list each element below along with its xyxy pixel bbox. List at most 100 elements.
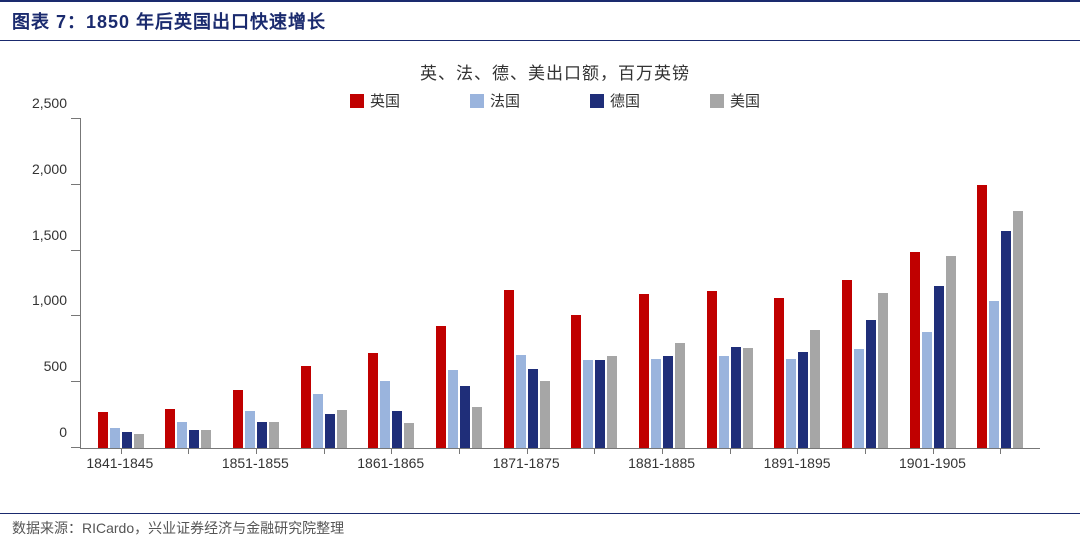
x-tick	[865, 448, 866, 454]
bar-fr	[719, 356, 729, 448]
bar-us	[607, 356, 617, 448]
chart-header-title: 图表 7：1850 年后英国出口快速增长	[12, 12, 326, 32]
bar-us	[675, 343, 685, 448]
bar-us	[540, 381, 550, 448]
bar-group	[560, 119, 628, 448]
bar-group	[763, 119, 831, 448]
bar-us	[134, 434, 144, 448]
legend-swatch	[350, 94, 364, 108]
bar-uk	[301, 366, 311, 448]
bar-uk	[368, 353, 378, 448]
bar-uk	[910, 252, 920, 448]
bar-uk	[842, 280, 852, 448]
bar-fr	[651, 359, 661, 448]
bar-de	[731, 347, 741, 448]
bar-de	[663, 356, 673, 448]
bar-fr	[245, 411, 255, 448]
y-tick-label: 500	[44, 358, 81, 374]
bar-fr	[922, 332, 932, 448]
bar-fr	[786, 359, 796, 448]
bar-fr	[854, 349, 864, 448]
legend-item-us: 美国	[710, 90, 760, 111]
bar-uk	[165, 409, 175, 448]
y-tick-label: 1,500	[32, 227, 81, 243]
x-tick	[730, 448, 731, 454]
y-tick-label: 1,000	[32, 292, 81, 308]
legend-swatch	[710, 94, 724, 108]
bar-group	[358, 119, 426, 448]
bar-group	[696, 119, 764, 448]
bar-group	[628, 119, 696, 448]
bar-de	[866, 320, 876, 448]
bar-de	[460, 386, 470, 448]
x-tick	[1000, 448, 1001, 454]
source-text: 数据来源：RICardo，兴业证券经济与金融研究院整理	[12, 520, 344, 536]
bar-de	[934, 286, 944, 448]
bar-group	[222, 119, 290, 448]
legend-label: 法国	[490, 90, 520, 111]
bar-uk	[774, 298, 784, 448]
bar-us	[472, 407, 482, 448]
x-tick	[933, 448, 934, 454]
bar-group	[155, 119, 223, 448]
x-tick	[324, 448, 325, 454]
x-tick	[121, 448, 122, 454]
bar-fr	[313, 394, 323, 448]
y-tick-label: 0	[59, 424, 81, 440]
bar-uk	[571, 315, 581, 448]
bar-us	[810, 330, 820, 448]
bar-de	[595, 360, 605, 448]
chart-area: 英、法、德、美出口额，百万英镑 英国法国德国美国 05001,0001,5002…	[0, 41, 1080, 475]
bar-fr	[110, 428, 120, 448]
legend-label: 英国	[370, 90, 400, 111]
legend-label: 德国	[610, 90, 640, 111]
legend-item-uk: 英国	[350, 90, 400, 111]
y-tick	[71, 184, 81, 185]
bar-us	[201, 430, 211, 448]
bar-de	[1001, 231, 1011, 448]
bar-uk	[639, 294, 649, 448]
chart-title: 英、法、德、美出口额，百万英镑	[70, 59, 1040, 84]
bar-groups	[81, 119, 1040, 448]
x-tick	[391, 448, 392, 454]
plot-area: 05001,0001,5002,0002,500	[80, 119, 1040, 449]
legend-item-de: 德国	[590, 90, 640, 111]
bar-uk	[977, 185, 987, 448]
bar-us	[337, 410, 347, 448]
footer-source: 数据来源：RICardo，兴业证券经济与金融研究院整理	[0, 513, 1080, 538]
bar-group	[425, 119, 493, 448]
x-tick	[527, 448, 528, 454]
bar-group	[899, 119, 967, 448]
bar-uk	[233, 390, 243, 448]
bar-group	[966, 119, 1034, 448]
bar-us	[1013, 211, 1023, 448]
x-tick	[662, 448, 663, 454]
legend-label: 美国	[730, 90, 760, 111]
bar-group	[290, 119, 358, 448]
y-tick-label: 2,000	[32, 161, 81, 177]
bar-de	[189, 430, 199, 448]
y-tick	[71, 447, 81, 448]
x-tick	[797, 448, 798, 454]
legend-swatch	[590, 94, 604, 108]
y-tick	[71, 250, 81, 251]
bar-uk	[504, 290, 514, 448]
x-axis-labels: 1841-18451851-18551861-18651871-18751881…	[80, 449, 1040, 471]
bar-fr	[380, 381, 390, 448]
bar-us	[269, 422, 279, 448]
bar-fr	[177, 422, 187, 448]
x-tick	[459, 448, 460, 454]
legend-item-fr: 法国	[470, 90, 520, 111]
y-tick-label: 2,500	[32, 95, 81, 111]
bar-group	[87, 119, 155, 448]
x-tick	[594, 448, 595, 454]
bar-de	[528, 369, 538, 448]
y-tick	[71, 315, 81, 316]
x-tick	[256, 448, 257, 454]
bar-uk	[98, 412, 108, 448]
bar-de	[257, 422, 267, 448]
bar-us	[946, 256, 956, 448]
y-tick	[71, 118, 81, 119]
legend: 英国 法国 德国 美国	[70, 90, 1040, 111]
bar-group	[831, 119, 899, 448]
